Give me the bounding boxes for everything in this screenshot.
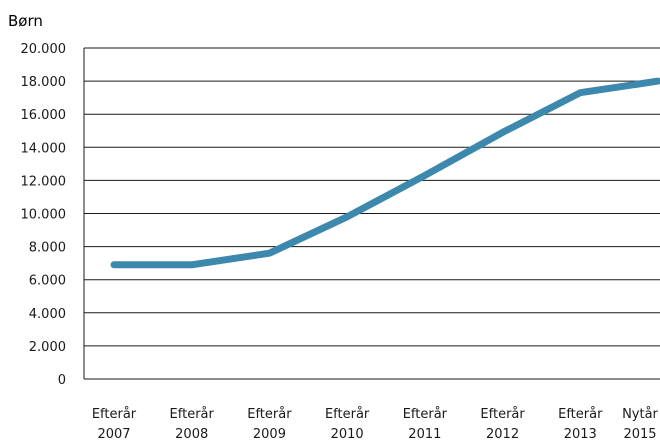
gridlines <box>83 47 660 380</box>
y-tick-label: 12.000 <box>21 174 67 189</box>
x-tick-label: Efterår 2011 <box>403 407 448 442</box>
y-tick-label: 14.000 <box>21 141 67 156</box>
x-tick-label: Efterår 2013 <box>558 407 603 442</box>
y-tick-label: 8.000 <box>29 241 66 256</box>
x-tick-label: Efterår 2012 <box>480 407 525 442</box>
series-line <box>110 77 660 269</box>
y-axis-label: Børn <box>8 12 43 30</box>
x-tick-label: Nytår 2015 <box>622 407 658 442</box>
y-tick-label: 6.000 <box>29 274 66 289</box>
x-tick-label: Efterår 2007 <box>92 407 137 442</box>
x-tick-label: Efterår 2008 <box>170 407 215 442</box>
y-tick-labels: 0 2.000 4.000 6.000 8.000 10.000 12.000 14.000 1… <box>21 42 67 388</box>
y-tick-label: 18.000 <box>21 75 67 90</box>
y-tick-label: 20.000 <box>21 42 67 57</box>
y-tick-label: 0 <box>58 373 66 388</box>
y-tick-label: 16.000 <box>21 108 67 123</box>
x-tick-label: Efterår 2010 <box>325 407 370 442</box>
y-tick-label: 2.000 <box>29 340 66 355</box>
y-tick-label: 4.000 <box>29 307 66 322</box>
y-tick-label: 10.000 <box>21 208 67 223</box>
x-tick-labels: Efterår 2007 Efterår 2008 Efterår 2009 Efterår… <box>92 407 659 442</box>
series-layer <box>110 77 660 269</box>
x-tick-label: Efterår 2009 <box>247 407 292 442</box>
